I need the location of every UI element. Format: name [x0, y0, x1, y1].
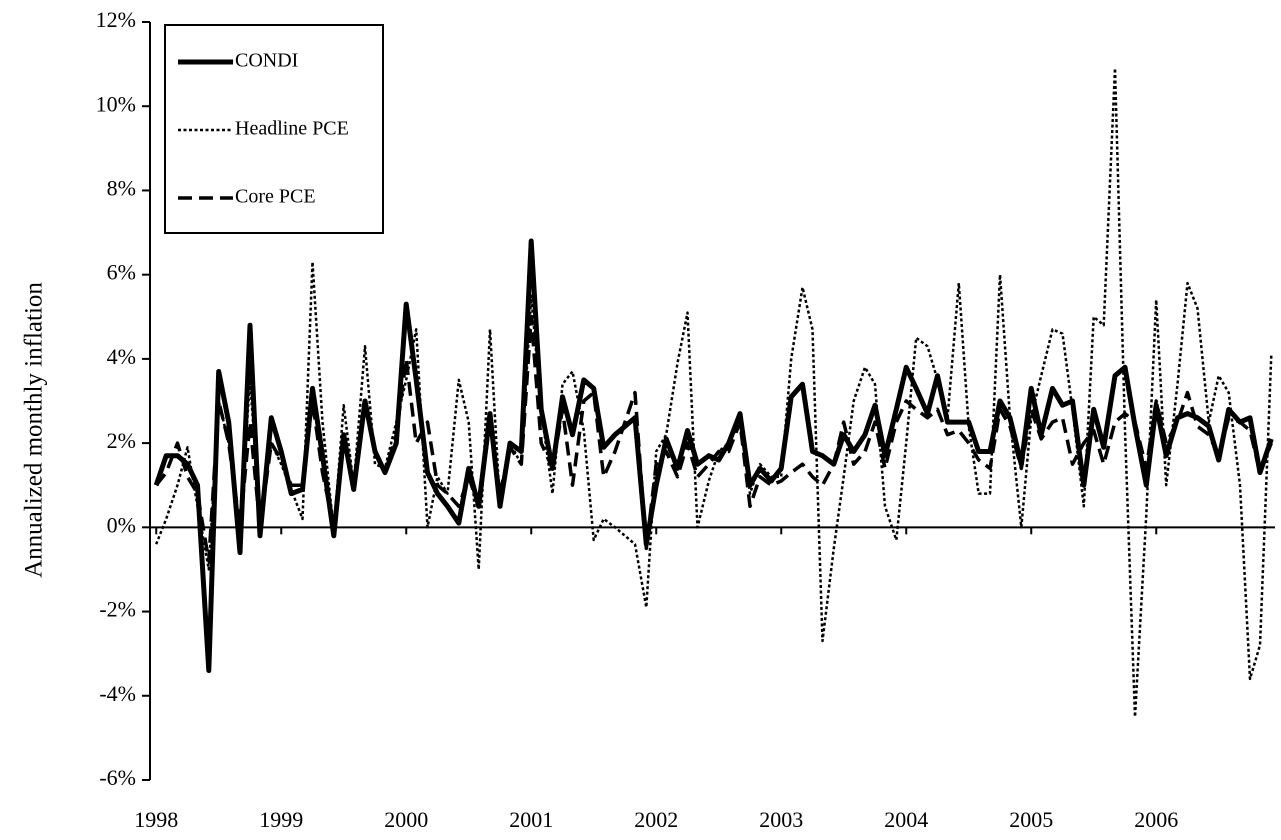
y-tick-label: -2%	[99, 597, 136, 622]
x-tick-label: 2003	[759, 807, 803, 832]
y-tick-label: -4%	[99, 681, 136, 706]
x-tick-label: 2001	[509, 807, 553, 832]
y-tick-label: 8%	[107, 175, 136, 200]
y-tick-label: -6%	[99, 765, 136, 790]
y-tick-label: 6%	[107, 260, 136, 285]
legend-label: Core PCE	[235, 186, 316, 208]
x-tick-label: 2000	[384, 807, 428, 832]
legend-label: Headline PCE	[235, 118, 349, 140]
y-tick-label: 12%	[96, 7, 136, 32]
x-tick-label: 2006	[1134, 807, 1178, 832]
y-tick-label: 4%	[107, 344, 136, 369]
y-tick-label: 2%	[107, 428, 136, 453]
series-line	[155, 67, 1273, 719]
y-tick-label: 10%	[96, 91, 136, 116]
series-line	[154, 315, 1273, 563]
legend-label: CONDI	[235, 50, 298, 72]
x-tick-label: 2002	[634, 807, 678, 832]
y-tick-label: 0%	[107, 512, 136, 537]
x-tick-label: 1998	[134, 807, 178, 832]
x-tick-label: 2005	[1009, 807, 1053, 832]
x-tick-label: 2004	[884, 807, 928, 832]
x-tick-label: 1999	[259, 807, 303, 832]
y-axis-label: Annualized monthly inflation	[21, 282, 48, 578]
